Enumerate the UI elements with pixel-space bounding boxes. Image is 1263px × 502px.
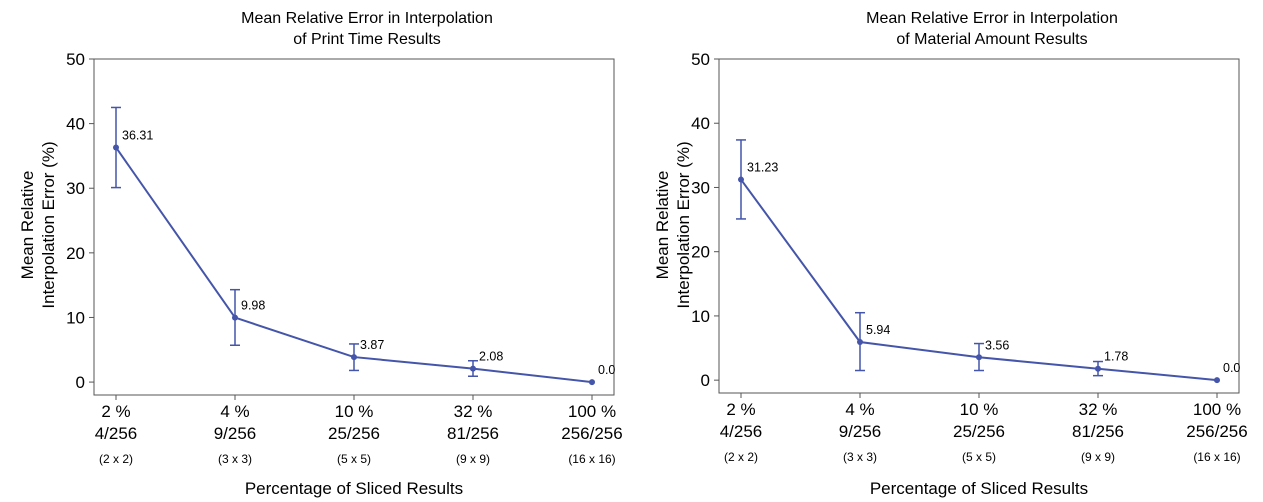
x-tick-label-fraction: 256/256 [1186,422,1247,441]
data-label: 3.87 [360,338,384,352]
x-tick-label-grid: (2 x 2) [724,450,758,464]
data-label: 0.0 [1223,361,1240,375]
x-tick-label-percent: 4 % [220,402,249,421]
x-tick-label-percent: 10 % [960,400,999,419]
x-tick-label-percent: 32 % [1079,400,1118,419]
x-tick-label-grid: (2 x 2) [99,452,133,466]
data-label: 9.98 [241,299,265,313]
x-tick-label-percent: 10 % [335,402,374,421]
x-tick-label-fraction: 81/256 [1072,422,1124,441]
x-tick-label-percent: 32 % [454,402,493,421]
data-label: 2.08 [479,350,503,364]
y-tick-label: 20 [691,243,710,262]
data-point [351,354,357,361]
data-point [857,339,863,346]
y-axis-label-line: Mean Relative [18,171,37,280]
x-tick-label-grid: (3 x 3) [843,450,877,464]
x-tick-label-fraction: 25/256 [328,424,380,443]
data-point [1095,365,1101,372]
x-tick-label-grid: (3 x 3) [218,452,252,466]
y-tick-label: 40 [691,114,710,133]
x-axis-label: Percentage of Sliced Results [870,479,1088,498]
chart-title-line: of Print Time Results [293,31,441,48]
x-tick-label-percent: 2 % [726,400,755,419]
x-tick-label-fraction: 81/256 [447,424,499,443]
chart-title-line: of Material Amount Results [896,31,1087,48]
x-tick-label-percent: 100 % [1193,400,1241,419]
x-tick-label-grid: (16 x 16) [1193,450,1240,464]
chart-panel-1: Mean Relative Error in Interpolation of P… [18,10,623,498]
data-point [113,144,119,151]
data-label: 3.56 [985,338,1009,352]
data-label: 31.23 [747,161,778,175]
x-tick-label-percent: 2 % [101,402,130,421]
y-tick-label: 20 [66,244,85,263]
data-label: 1.78 [1104,350,1128,364]
data-label: 5.94 [866,323,890,337]
data-label: 36.31 [122,128,153,142]
y-axis-label-line: Mean Relative [653,171,672,280]
y-axis-label-line: Interpolation Error (%) [39,141,58,308]
y-tick-label: 50 [691,50,710,69]
x-tick-label-fraction: 9/256 [214,424,257,443]
x-tick-label-fraction: 4/256 [720,422,763,441]
data-point [470,365,476,372]
y-tick-label: 10 [691,307,710,326]
data-point [232,314,238,321]
y-tick-label: 0 [701,371,710,390]
x-tick-label-grid: (5 x 5) [962,450,996,464]
x-tick-label-fraction: 256/256 [561,424,622,443]
x-tick-label-fraction: 4/256 [95,424,138,443]
y-tick-label: 30 [66,179,85,198]
x-tick-label-fraction: 9/256 [839,422,882,441]
chart-panel-2: Mean Relative Error in Interpolation of M… [653,10,1248,498]
x-tick-label-grid: (9 x 9) [456,452,490,466]
x-tick-label-percent: 100 % [568,402,616,421]
data-point [976,354,982,361]
x-tick-label-fraction: 25/256 [953,422,1005,441]
chart-title-line: Mean Relative Error in Interpolation [866,10,1118,27]
y-tick-label: 50 [66,50,85,69]
y-tick-label: 40 [66,115,85,134]
data-point [738,176,744,183]
x-axis-label: Percentage of Sliced Results [245,479,463,498]
x-tick-label-grid: (16 x 16) [568,452,615,466]
y-tick-label: 30 [691,178,710,197]
data-point [589,379,595,386]
x-tick-label-percent: 4 % [845,400,874,419]
x-tick-label-grid: (5 x 5) [337,452,371,466]
chart-title: Mean Relative Error in Interpolation of P… [241,10,493,48]
y-tick-label: 0 [76,373,85,392]
chart-title-line: Mean Relative Error in Interpolation [241,10,493,27]
y-tick-label: 10 [66,308,85,327]
y-axis-label-line: Interpolation Error (%) [674,141,693,308]
chart-title: Mean Relative Error in Interpolation of M… [866,10,1118,48]
x-tick-label-grid: (9 x 9) [1081,450,1115,464]
data-point [1214,377,1220,384]
data-label: 0.0 [598,363,615,377]
